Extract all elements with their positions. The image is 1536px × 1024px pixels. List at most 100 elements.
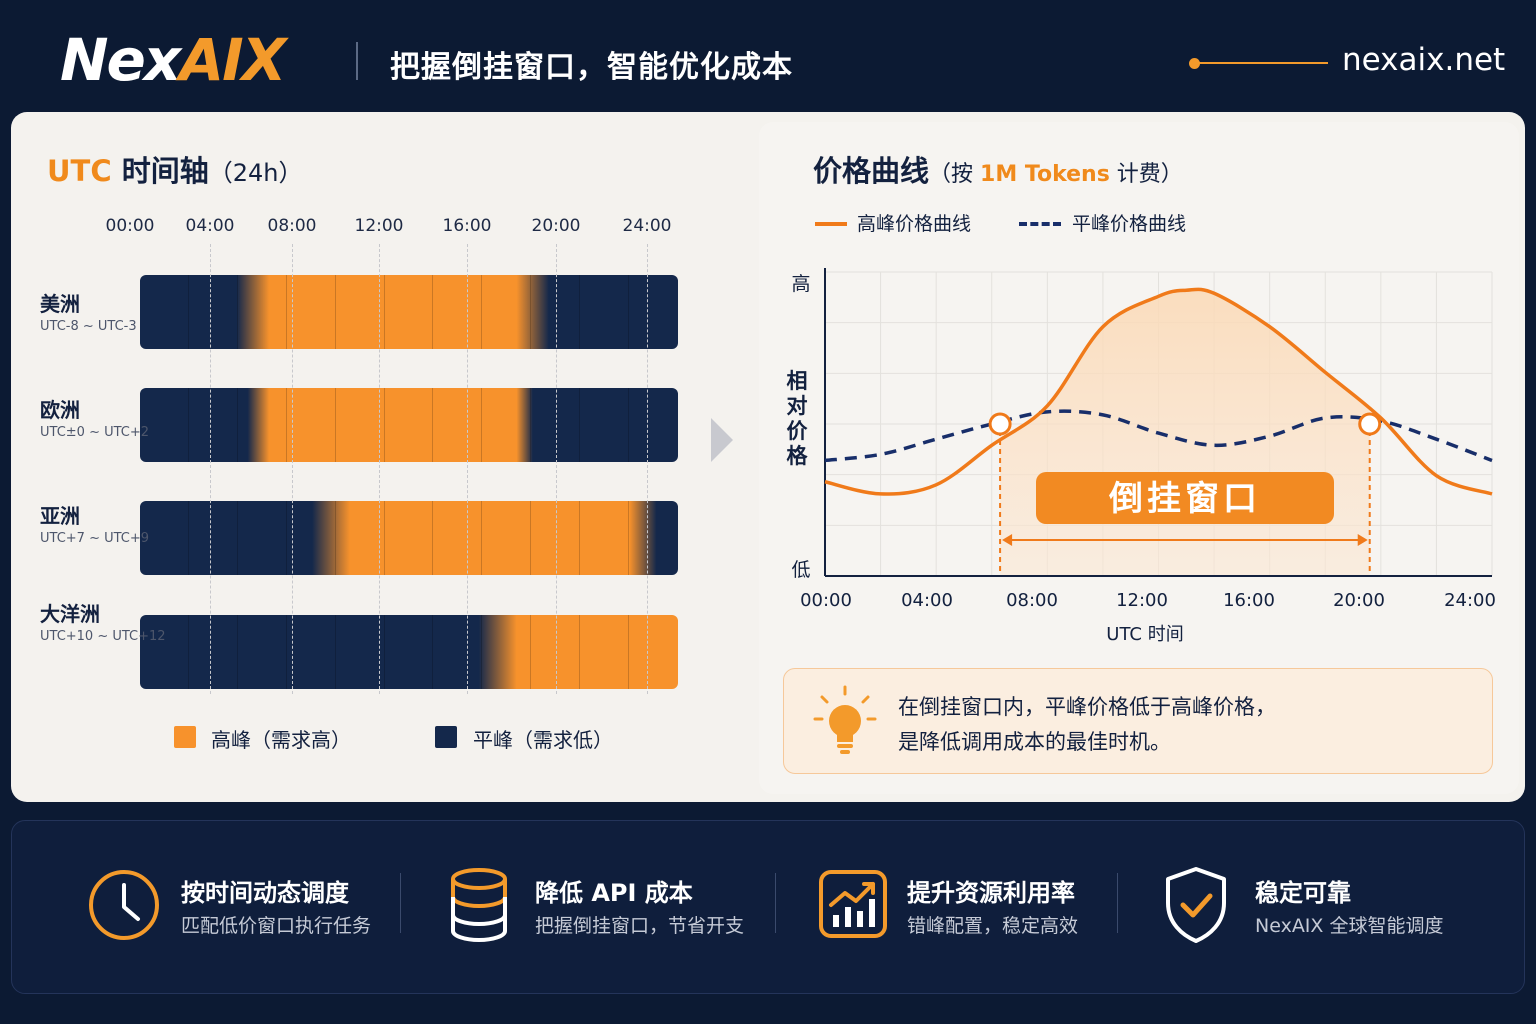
timeline-bar-segment (140, 501, 287, 575)
timeline-bar-segment (140, 388, 434, 462)
feature-divider (775, 873, 776, 933)
timeline-bar-segment (140, 388, 287, 462)
x-tick-label: 00:00 (800, 590, 852, 611)
timeline-title: UTC 时间轴（24h） (47, 148, 302, 190)
timeline-tick-label: 12:00 (354, 216, 404, 236)
timeline-bar-segment (140, 501, 238, 575)
offpeak-price-line (824, 409, 1493, 463)
timeline-bar-segment (140, 388, 238, 462)
region-timezone: UTC+7 ~ UTC+9 (40, 531, 150, 546)
timeline-bar-segment (140, 501, 581, 575)
timeline-bar-segment (140, 275, 532, 349)
feature-utilization: 提升资源利用率 错峰配置，稳定高效 (776, 821, 1118, 995)
timeline-bar-segment (140, 388, 532, 462)
clock-icon (89, 870, 159, 940)
legend-offpeak-swatch (435, 726, 457, 748)
timeline-bar-segment (140, 388, 630, 462)
timeline-bar-segment (140, 501, 532, 575)
timeline-bar-segment (140, 615, 189, 689)
tagline: 把握倒挂窗口，智能优化成本 (390, 50, 793, 85)
timeline-bar-segment (140, 501, 434, 575)
timeline-bar-segment (140, 275, 189, 349)
timeline-bar-segment (140, 615, 238, 689)
lightbulb-icon (813, 685, 877, 754)
legend-offpeak-price: 平峰价格曲线 (1072, 213, 1187, 235)
timeline-bar (140, 615, 678, 689)
timeline-bar-segment (140, 615, 336, 689)
y-axis-title-char: 对 (787, 394, 808, 418)
timeline-bar-segment (140, 275, 434, 349)
x-tick-label: 12:00 (1116, 590, 1168, 611)
feature-title: 降低 API 成本 (535, 879, 693, 907)
timeline-gridline (379, 244, 380, 694)
feature-subtitle: 错峰配置，稳定高效 (907, 915, 1079, 937)
header-divider (356, 42, 358, 80)
feature-title: 稳定可靠 (1255, 879, 1351, 907)
x-tick-label: 08:00 (1006, 590, 1058, 611)
timeline-bar-segment (140, 275, 238, 349)
timeline-bar-segment (140, 388, 581, 462)
timeline-bar (140, 275, 678, 349)
timeline-tick-label: 00:00 (105, 216, 155, 236)
x-tick-label: 16:00 (1223, 590, 1275, 611)
chart-title-close: 计费） (1109, 162, 1183, 187)
feature-subtitle: NexAIX 全球智能调度 (1255, 915, 1444, 937)
feature-title: 提升资源利用率 (907, 879, 1075, 907)
feature-footer: 按时间动态调度 匹配低价窗口执行任务 降低 API 成本 把握倒挂窗口，节省开支… (11, 820, 1525, 994)
y-axis-bottom-label: 低 (791, 559, 810, 581)
legend-peak-line (815, 222, 847, 226)
timeline-bar-segment (140, 275, 385, 349)
feature-subtitle: 把握倒挂窗口，节省开支 (535, 915, 745, 937)
timeline-title-24h: （24h） (208, 159, 303, 187)
timeline-bar-segment (140, 501, 630, 575)
brand-logo[interactable]: NexAIX (60, 26, 286, 94)
timeline-tick-label: 20:00 (531, 216, 581, 236)
tip-text-line-2: 是降低调用成本的最佳时机。 (898, 730, 1171, 754)
site-link[interactable]: nexaix.net (1342, 42, 1506, 78)
coin-stack-icon (451, 868, 507, 943)
timeline-bar-segment (140, 275, 483, 349)
timeline-bar-segment (140, 388, 336, 462)
intersection-marker (1358, 412, 1382, 436)
timeline-gridline (647, 244, 648, 694)
site-dot-icon (1189, 58, 1200, 69)
chart-title-open: （按 (929, 162, 981, 187)
site-line (1198, 62, 1328, 64)
feature-dynamic-scheduling: 按时间动态调度 匹配低价窗口执行任务 (12, 821, 402, 995)
feature-divider (400, 873, 401, 933)
x-axis-title: UTC 时间 (1106, 624, 1183, 645)
timeline-gridline (467, 244, 468, 694)
timeline-bar-segment (140, 501, 336, 575)
intersection-marker (988, 412, 1012, 436)
timeline-gridline (292, 244, 293, 694)
timeline-bar-segment (140, 501, 189, 575)
timeline-card: UTC 时间轴（24h） 00:00 04:00 08:00 12:00 16:00 20… (11, 112, 753, 802)
legend-peak-swatch (174, 726, 196, 748)
window-label-text: 倒挂窗口 (1108, 479, 1261, 519)
timeline-gridline (556, 244, 557, 694)
region-timezone: UTC-8 ~ UTC-3 (40, 319, 137, 334)
price-curve-card: 价格曲线（按 1M Tokens 计费） 高峰价格曲线 平峰价格曲线 倒挂窗口 高… (759, 122, 1519, 794)
legend-peak-label: 高峰（需求高） (211, 728, 351, 752)
timeline-title-main: 时间轴 (111, 154, 209, 188)
region-timezone: UTC+10 ~ UTC+12 (40, 629, 166, 644)
timeline-bar-segment (140, 615, 630, 689)
timeline-bar-segment (140, 388, 483, 462)
y-axis-title-char: 相 (787, 369, 808, 393)
window-arrow-left (1002, 534, 1013, 546)
timeline-bar-segment (140, 615, 385, 689)
window-arrow-right (1357, 534, 1368, 546)
shield-check-icon (1166, 867, 1226, 943)
timeline-bar-segment (140, 275, 630, 349)
region-name: 欧洲 (40, 398, 80, 422)
y-axis-title-char: 价 (787, 419, 809, 443)
chart-title-main: 价格曲线 (813, 154, 930, 188)
region-timezone: UTC±0 ~ UTC+2 (40, 425, 150, 440)
feature-divider (1117, 873, 1118, 933)
header: NexAIX 把握倒挂窗口，智能优化成本 nexaix.net (0, 0, 1536, 112)
feature-lower-cost: 降低 API 成本 把握倒挂窗口，节省开支 (402, 821, 776, 995)
region-name: 美洲 (40, 292, 80, 316)
tip-text-line-1: 在倒挂窗口内，平峰价格低于高峰价格， (898, 695, 1276, 719)
timeline-bar-segment (140, 275, 581, 349)
